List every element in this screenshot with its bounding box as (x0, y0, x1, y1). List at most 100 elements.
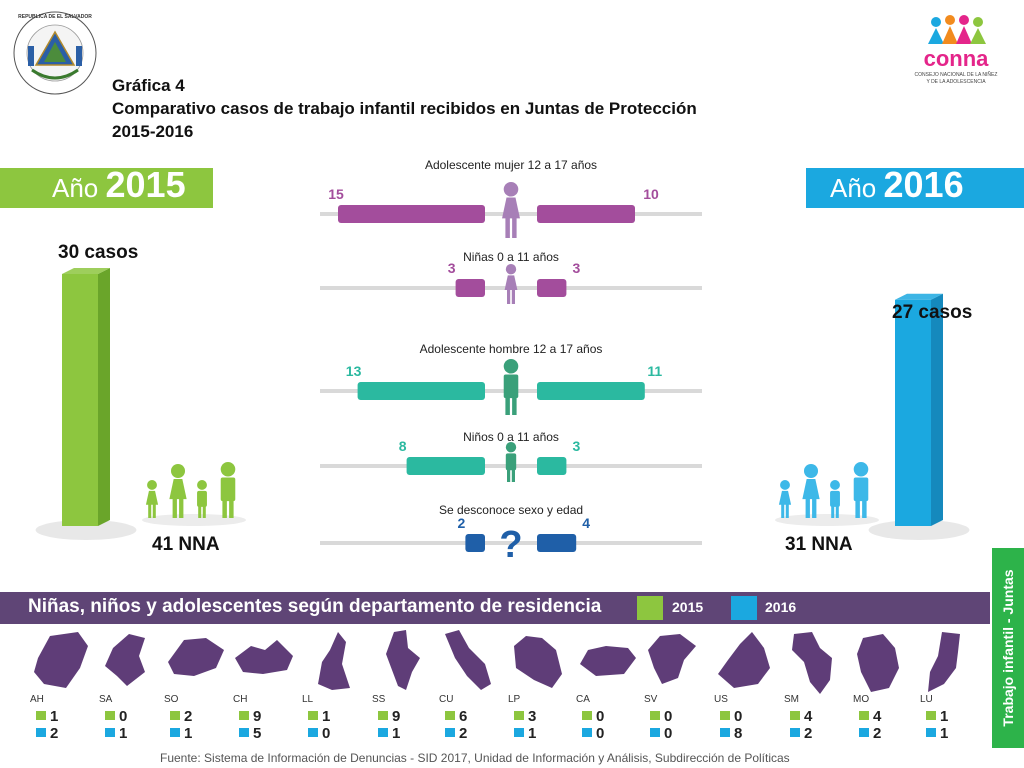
department-code: SV (644, 694, 658, 705)
bar-2016-3 (537, 382, 645, 400)
department-sm: SM 4 2 (784, 628, 846, 748)
legend-swatch-icon (859, 711, 869, 720)
department-value-2016: 1 (926, 725, 948, 742)
department-count: 5 (253, 725, 262, 742)
department-map-icon (514, 636, 562, 688)
department-ah: AH 1 2 (30, 628, 92, 748)
department-count: 1 (528, 725, 537, 742)
chart-title: Comparativo casos de trabajo infantil re… (112, 99, 697, 118)
department-count: 0 (119, 708, 128, 725)
side-tab: Trabajo infantil - Juntas (992, 548, 1024, 748)
department-code: SO (164, 694, 179, 705)
value-2015-2: 3 (448, 260, 456, 276)
department-sv: SV 0 0 (644, 628, 706, 748)
department-map-icon (857, 634, 899, 692)
family-icon-2016 (775, 462, 879, 526)
department-map-icon (318, 632, 350, 690)
chart-title-years: 2015-2016 (112, 122, 194, 141)
question-icon: ? (499, 524, 522, 566)
department-value-2016: 1 (378, 725, 400, 742)
department-value-2015: 1 (926, 708, 948, 725)
department-ch: CH 9 5 (233, 628, 295, 748)
department-mo: MO 4 2 (853, 628, 915, 748)
legend-swatch-2015 (637, 596, 663, 620)
department-value-2015: 9 (378, 708, 400, 725)
department-cu: CU 6 2 (439, 628, 501, 748)
department-code: CH (233, 694, 248, 705)
department-count: 2 (804, 725, 813, 742)
year-banner-2016: Año 2016 (806, 164, 1024, 208)
legend-swatch-icon (720, 711, 730, 720)
value-2015-3: 13 (346, 363, 362, 379)
cases-2016-label: 27 casos (892, 302, 973, 323)
legend-label-2015: 2015 (672, 599, 704, 615)
department-ca: CA 0 0 (576, 628, 638, 748)
svg-text:CONSEJO NACIONAL DE LA NIÑEZ: CONSEJO NACIONAL DE LA NIÑEZ (915, 71, 998, 78)
department-value-2016: 8 (720, 725, 742, 742)
department-count: 8 (734, 725, 743, 742)
conna-logo: conna CONSEJO NACIONAL DE LA NIÑEZ Y DE … (915, 15, 998, 85)
department-ss: SS 9 1 (372, 628, 434, 748)
department-value-2016: 2 (859, 725, 881, 742)
department-map-icon (580, 646, 636, 676)
girl-teen-icon (502, 182, 520, 238)
department-value-2015: 3 (514, 708, 536, 725)
bar-2016-1 (537, 205, 635, 223)
boy-icon (505, 442, 517, 482)
value-2015-5: 2 (458, 515, 466, 531)
svg-text:conna: conna (924, 46, 990, 71)
department-map-icon (718, 632, 770, 688)
footer: Fuente: Sistema de Información de Denunc… (0, 750, 1024, 768)
department-code: SA (99, 694, 113, 705)
department-value-2016: 1 (105, 725, 127, 742)
department-section-header: Niñas, niños y adolescentes según depart… (0, 592, 990, 624)
year-2015: 2015 (105, 164, 186, 205)
department-value-2015: 1 (36, 708, 58, 725)
category-label-2: Niñas 0 a 11 años (463, 250, 559, 264)
cases-2015-label: 30 casos (58, 242, 139, 263)
department-count: 1 (322, 708, 331, 725)
legend-swatch-icon (926, 711, 936, 720)
el-salvador-seal: REPUBLICA DE EL SALVADOR (13, 11, 97, 95)
department-code: CA (576, 694, 590, 705)
department-count: 2 (873, 725, 882, 742)
value-2016-4: 3 (573, 438, 581, 454)
department-value-2015: 1 (308, 708, 330, 725)
legend-swatch-icon (582, 728, 592, 737)
department-map-icon (105, 634, 145, 686)
bar-2015-5 (465, 534, 485, 552)
boy-teen-icon (503, 359, 519, 415)
legend-swatch-icon (445, 728, 455, 737)
department-count: 1 (184, 725, 193, 742)
department-code: AH (30, 694, 44, 705)
value-2016-3: 11 (647, 363, 662, 379)
chart-number: Gráfica 4 (112, 76, 185, 95)
department-map-icon (235, 640, 293, 674)
category-label-3: Adolescente hombre 12 a 17 años (419, 342, 603, 356)
bar-2016-5 (537, 534, 577, 552)
department-code: CU (439, 694, 454, 705)
legend-swatch-icon (105, 711, 115, 720)
department-value-2016: 1 (514, 725, 536, 742)
department-map-icon (34, 632, 88, 688)
legend-swatch-icon (514, 711, 524, 720)
bar-2016-4 (537, 457, 567, 475)
department-count: 9 (253, 708, 262, 725)
bar-2015-3 (357, 382, 485, 400)
department-count: 0 (322, 725, 331, 742)
department-map-icon (792, 632, 832, 694)
department-value-2016: 0 (308, 725, 330, 742)
legend-swatch-icon (650, 728, 660, 737)
legend-swatch-icon (105, 728, 115, 737)
category-label-5: Se desconoce sexo y edad (438, 503, 584, 517)
legend-swatch-icon (790, 711, 800, 720)
category-label-1: Adolescente mujer 12 a 17 años (424, 158, 598, 172)
department-map-icon (168, 638, 224, 676)
legend-swatch-icon (239, 711, 249, 720)
total-bar-2016 (868, 293, 970, 540)
year-2016: 2016 (883, 164, 964, 205)
bar-2015-2 (455, 279, 485, 297)
department-count: 3 (528, 708, 537, 725)
department-value-2015: 6 (445, 708, 467, 725)
legend-swatch-icon (170, 711, 180, 720)
